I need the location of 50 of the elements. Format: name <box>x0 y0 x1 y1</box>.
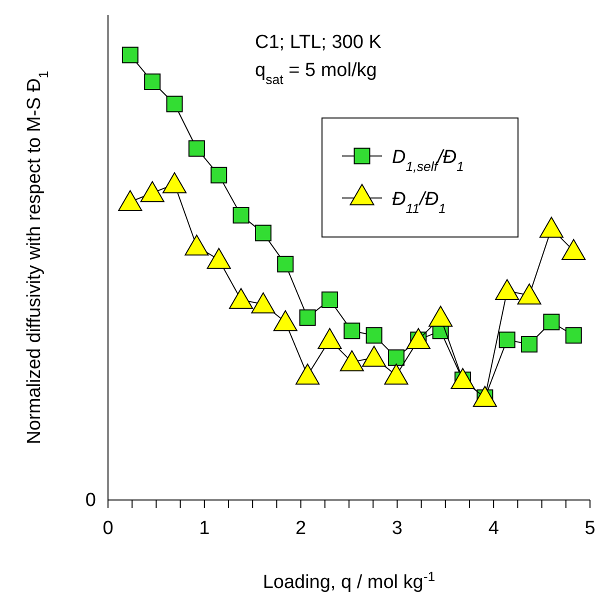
point <box>277 256 294 272</box>
x-tick-label: 2 <box>296 518 306 539</box>
point <box>251 292 276 314</box>
legend-label: Đ$_{11}$/Đ$_{1}$ <box>392 189 446 216</box>
annotation: q$_{sat}$ = 5 mol/kg <box>255 60 377 86</box>
point <box>539 216 564 238</box>
point <box>521 336 538 353</box>
point <box>562 239 586 260</box>
x-tick-label: 0 <box>102 518 114 539</box>
point <box>384 364 408 385</box>
point <box>140 181 164 202</box>
point <box>472 386 497 407</box>
point <box>321 292 338 308</box>
point <box>184 234 209 256</box>
x-tick-label: 4 <box>488 518 500 539</box>
point <box>565 327 582 344</box>
text: C1; LTL; 300 K <box>255 32 382 53</box>
point <box>428 306 453 327</box>
point <box>388 349 404 366</box>
point <box>318 328 342 349</box>
point <box>144 73 161 90</box>
point <box>122 46 138 64</box>
point <box>232 206 250 224</box>
point <box>543 314 560 330</box>
point <box>118 190 142 212</box>
point <box>450 368 475 390</box>
point <box>344 322 360 340</box>
point <box>188 140 205 157</box>
x-axis-title: Loading, q / mol kg$^{-1}$ <box>262 568 436 593</box>
x-tick-label: 1 <box>199 518 210 539</box>
point <box>296 364 320 385</box>
point <box>273 310 298 332</box>
point <box>166 96 183 112</box>
point <box>517 284 542 304</box>
point <box>206 248 231 269</box>
point <box>254 224 272 242</box>
point <box>366 327 382 344</box>
point <box>162 172 187 194</box>
text: 0 <box>85 490 96 511</box>
point <box>495 279 520 300</box>
point <box>210 166 228 184</box>
point <box>229 288 254 309</box>
point <box>299 309 316 326</box>
point <box>362 346 386 367</box>
x-tick-label: 5 <box>584 518 596 539</box>
point <box>406 328 430 349</box>
legend-label: D$_{1,self}$/Đ$_{1}$ <box>392 147 464 174</box>
x-tick-label: 3 <box>392 518 402 539</box>
point <box>498 332 516 348</box>
point <box>340 350 364 372</box>
